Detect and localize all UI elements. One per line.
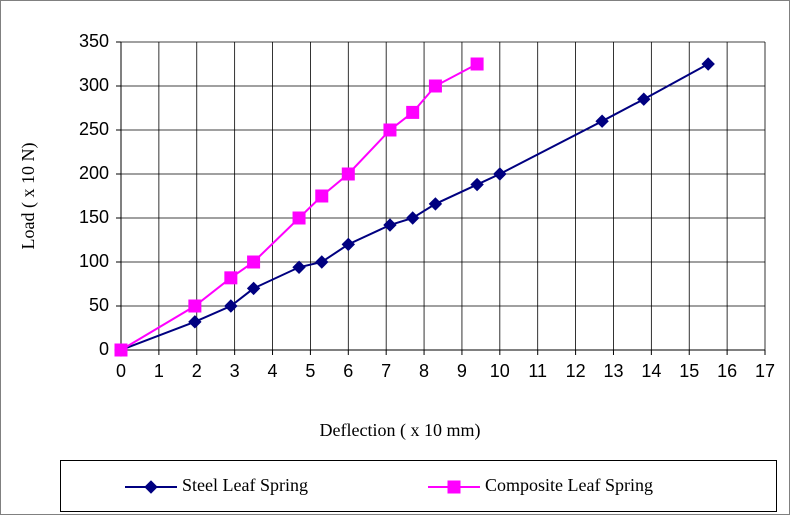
x-tick-label: 8 xyxy=(419,361,429,381)
x-tick-label: 17 xyxy=(755,361,775,381)
y-tick-label: 250 xyxy=(79,119,109,139)
marker xyxy=(428,197,443,211)
marker xyxy=(292,260,306,274)
marker xyxy=(493,167,507,181)
x-tick-label: 13 xyxy=(603,361,623,381)
marker xyxy=(224,271,238,285)
marker xyxy=(637,92,651,106)
marker xyxy=(315,255,329,269)
legend-label: Steel Leaf Spring xyxy=(182,475,308,495)
marker xyxy=(470,177,484,192)
x-tick-label: 14 xyxy=(641,361,661,381)
marker xyxy=(247,255,261,269)
x-tick-label: 4 xyxy=(268,361,278,381)
marker xyxy=(383,218,397,232)
x-tick-label: 7 xyxy=(381,361,391,381)
marker xyxy=(114,343,128,357)
x-tick-label: 2 xyxy=(192,361,202,381)
marker xyxy=(428,79,442,93)
marker xyxy=(315,189,329,203)
marker xyxy=(470,57,484,71)
marker xyxy=(383,123,397,137)
y-tick-label: 300 xyxy=(79,75,109,95)
y-tick-label: 150 xyxy=(79,207,109,227)
marker xyxy=(447,480,461,494)
x-tick-label: 1 xyxy=(154,361,164,381)
y-axis-label: Load ( x 10 N) xyxy=(18,143,39,250)
marker xyxy=(341,167,355,181)
marker xyxy=(188,299,202,313)
y-tick-label: 200 xyxy=(79,163,109,183)
marker xyxy=(595,114,609,128)
marker xyxy=(144,480,158,494)
marker xyxy=(341,237,356,252)
x-tick-label: 10 xyxy=(490,361,510,381)
x-tick-label: 15 xyxy=(679,361,699,381)
marker xyxy=(224,299,238,313)
x-tick-label: 12 xyxy=(566,361,586,381)
marker xyxy=(246,281,261,296)
legend-label: Composite Leaf Spring xyxy=(485,475,653,495)
x-axis-label: Deflection ( x 10 mm) xyxy=(320,420,481,441)
x-tick-label: 3 xyxy=(230,361,240,381)
y-tick-label: 50 xyxy=(89,295,109,315)
x-tick-label: 16 xyxy=(717,361,737,381)
y-tick-label: 350 xyxy=(79,31,109,51)
x-tick-label: 11 xyxy=(528,361,547,381)
marker xyxy=(292,211,306,225)
marker xyxy=(188,315,202,329)
marker xyxy=(701,57,715,71)
x-tick-label: 6 xyxy=(343,361,353,381)
x-tick-label: 5 xyxy=(305,361,315,381)
y-tick-label: 0 xyxy=(99,339,109,359)
marker xyxy=(405,211,420,225)
x-tick-label: 0 xyxy=(116,361,126,381)
marker xyxy=(406,105,420,119)
x-tick-label: 9 xyxy=(457,361,467,381)
y-tick-label: 100 xyxy=(79,251,109,271)
legend-box xyxy=(60,460,777,512)
